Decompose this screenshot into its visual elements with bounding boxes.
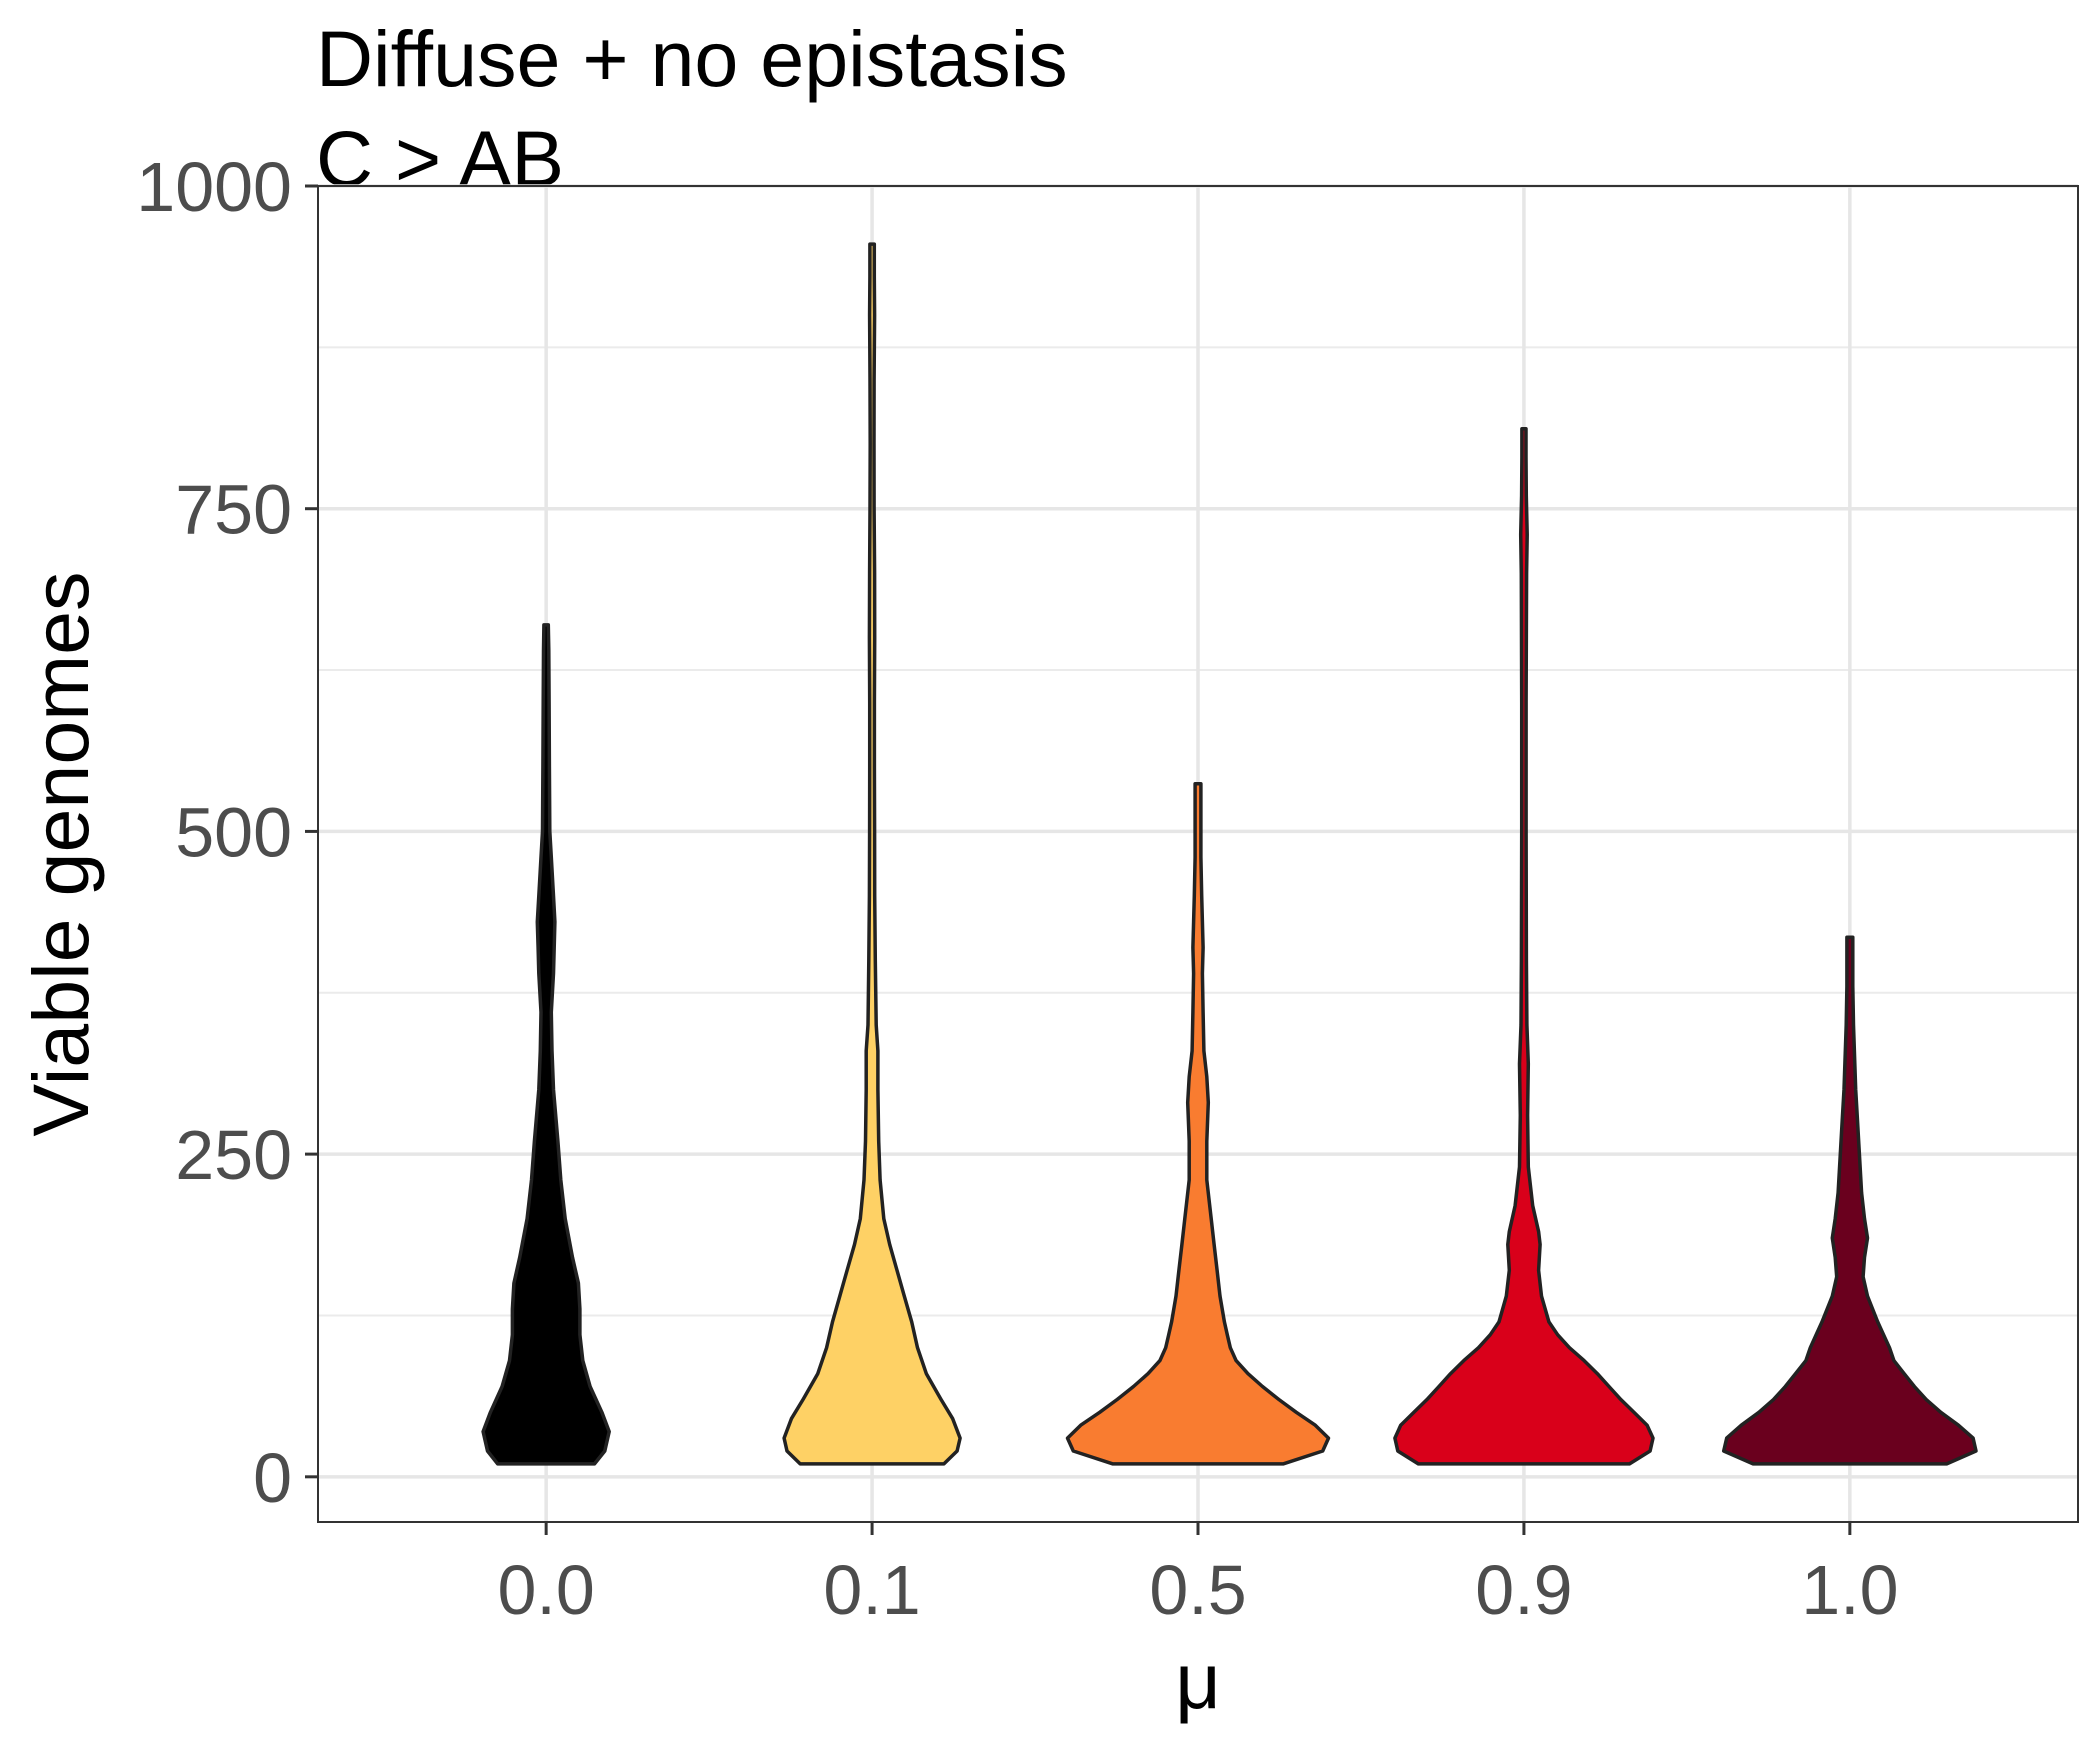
y-axis: 0 250 500 750 1000 [136,148,318,1517]
chart-title: Diffuse + no epistasis [316,14,1068,103]
y-tick-label: 1000 [136,148,292,226]
x-tick-label: 0.0 [497,1551,594,1629]
x-axis: 0.0 0.1 0.5 0.9 1.0 [497,1522,1899,1629]
x-tick-label: 0.9 [1475,1551,1572,1629]
x-tick-label: 0.5 [1149,1551,1246,1629]
x-tick-label: 0.1 [823,1551,920,1629]
violin-0.0 [481,623,611,1466]
violin-1.0 [1721,935,1978,1466]
violin-0.5 [1065,781,1331,1466]
x-axis-title: μ [1175,1636,1221,1725]
y-tick-label: 750 [175,471,292,549]
y-tick-label: 500 [175,793,292,871]
violin-group [481,242,1978,1466]
y-axis-title: Viable genomes [16,571,105,1136]
y-tick-label: 0 [253,1439,292,1517]
y-tick-label: 250 [175,1116,292,1194]
violin-0.1 [782,242,962,1466]
chart-subtitle: C > AB [316,114,564,203]
violin-0.9 [1393,426,1655,1466]
x-tick-label: 1.0 [1801,1551,1898,1629]
